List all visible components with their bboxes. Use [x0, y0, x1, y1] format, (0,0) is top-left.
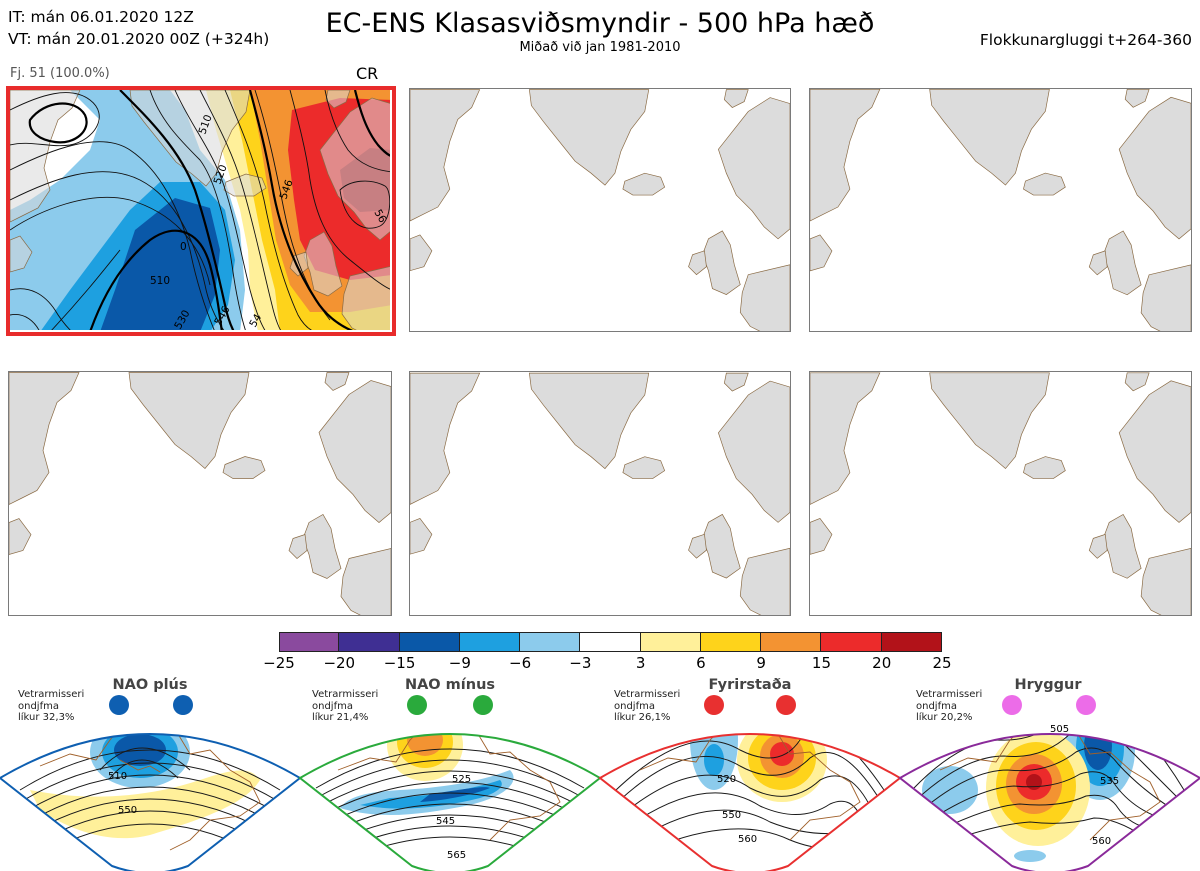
regime-contour-label: 550: [722, 810, 741, 821]
regime-contour-label: 520: [717, 774, 736, 785]
header-issue-times: IT: mán 06.01.2020 12Z VT: mán 20.01.202…: [8, 6, 269, 50]
regime-nao-minus-border: [298, 733, 602, 871]
colorbar-segment: [580, 632, 641, 652]
regime-contour-label: 565: [447, 850, 466, 861]
classification-window: Flokkunargluggi t+264-360: [979, 31, 1192, 49]
colorbar-segment: [821, 632, 882, 652]
colorbar-segment: [640, 632, 701, 652]
colorbar-segment: [399, 632, 460, 652]
anomaly-dark-blue: [100, 198, 220, 330]
colorbar-tick-label: −25: [263, 654, 295, 672]
regime-nao-minus-dot-left: [407, 695, 427, 715]
colorbar-segment: [700, 632, 762, 652]
regime-contour-label: 525: [452, 774, 471, 785]
cluster-map-2[interactable]: [409, 88, 791, 332]
colorbar-tick-label: −20: [323, 654, 356, 672]
page-title: EC-ENS Klasasviðsmyndir - 500 hPa hæð: [325, 8, 875, 39]
regime-contour-label: 550: [118, 805, 137, 816]
regime-contour-label: 560: [1092, 836, 1111, 847]
cluster-map-5[interactable]: [409, 371, 791, 616]
regime-note-block: Vetrarmisseri ondjfma líkur 26,1%: [614, 689, 681, 723]
cluster-map-6[interactable]: [809, 371, 1192, 616]
regime-title-ridge: Hryggur: [1014, 677, 1082, 693]
issue-time: IT: mán 06.01.2020 12Z: [8, 8, 194, 26]
regime-note-nao-plus: Vetrarmisseri ondjfma líkur 32,3%: [18, 689, 85, 723]
regime-contour-label: 545: [436, 816, 455, 827]
regime-title-block: Fyrirstaða: [708, 677, 792, 693]
cluster-map-1-plot: 510 510 520 546 56 530 546 54 0: [10, 90, 390, 330]
cluster-map-1[interactable]: 510 510 520 546 56 530 546 54 0: [6, 86, 396, 336]
regime-code: CR: [356, 64, 379, 83]
colorbar-segment: [761, 632, 822, 652]
colorbar-tick-label: −9: [448, 654, 471, 672]
regime-note-nao-minus: Vetrarmisseri ondjfma líkur 21,4%: [312, 689, 379, 723]
regime-nao-plus-map: [19, 734, 281, 851]
regime-nao-plus-dot-left: [109, 695, 129, 715]
colorbar-segment: [520, 632, 581, 652]
regime-nao-minus-map: [315, 734, 585, 853]
colorbar-segment: [279, 632, 340, 652]
colorbar-tick-label: 9: [756, 654, 766, 672]
regime-ridge-dot-right: [1076, 695, 1096, 715]
contour-label: 510: [150, 275, 170, 287]
regime-contour-label: 505: [1050, 724, 1069, 735]
colorbar-tick-label: 6: [696, 654, 706, 672]
colorbar-tick-label: 20: [872, 654, 892, 672]
valid-time: VT: mán 20.01.2020 00Z (+324h): [8, 30, 270, 48]
regime-ridge-border: [898, 733, 1200, 871]
regime-contour-label: 560: [738, 834, 757, 845]
regime-block-border: [598, 733, 902, 871]
cluster-map-3[interactable]: [809, 88, 1192, 332]
contour-label: 0: [180, 241, 187, 253]
colorbar-segment: [339, 632, 400, 652]
colorbar-segment: [459, 632, 521, 652]
regime-nao-plus-border: [0, 733, 302, 871]
regime-note-ridge: Vetrarmisseri ondjfma líkur 20,2%: [916, 689, 983, 723]
regime-nao-minus-dot-right: [473, 695, 493, 715]
regime-block-dot-right: [776, 695, 796, 715]
regime-block-dot-left: [704, 695, 724, 715]
page-subtitle: Miðað við jan 1981-2010: [519, 40, 681, 55]
colorbar-tick-label: −15: [383, 654, 416, 672]
regime-title-nao-plus: NAO plús: [112, 677, 188, 693]
regime-block-map: [615, 734, 885, 849]
contour-label: 56: [371, 208, 388, 226]
colorbar-tick-label: 25: [932, 654, 952, 672]
colorbar-tick-label: −3: [569, 654, 592, 672]
colorbar-segment: [881, 632, 942, 652]
regime-contour-label: 535: [1100, 776, 1119, 787]
member-count: Fj. 51 (100.0%): [10, 66, 110, 81]
regime-title-nao-minus: NAO mínus: [404, 677, 496, 693]
regime-nao-plus-dot-right: [173, 695, 193, 715]
contour-label: 54: [247, 312, 264, 330]
anomaly-colorbar: [279, 632, 942, 652]
regime-ridge-dot-left: [1002, 695, 1022, 715]
colorbar-tick-label: −6: [509, 654, 532, 672]
colorbar-tick-label: 15: [811, 654, 831, 672]
colorbar-tick-label: 3: [635, 654, 646, 672]
regime-panels: 510 550 525 545 565: [0, 695, 1200, 871]
regime-ridge-map: [911, 734, 1185, 862]
regime-contour-label: 510: [108, 771, 127, 782]
cluster-map-4[interactable]: [8, 371, 392, 616]
